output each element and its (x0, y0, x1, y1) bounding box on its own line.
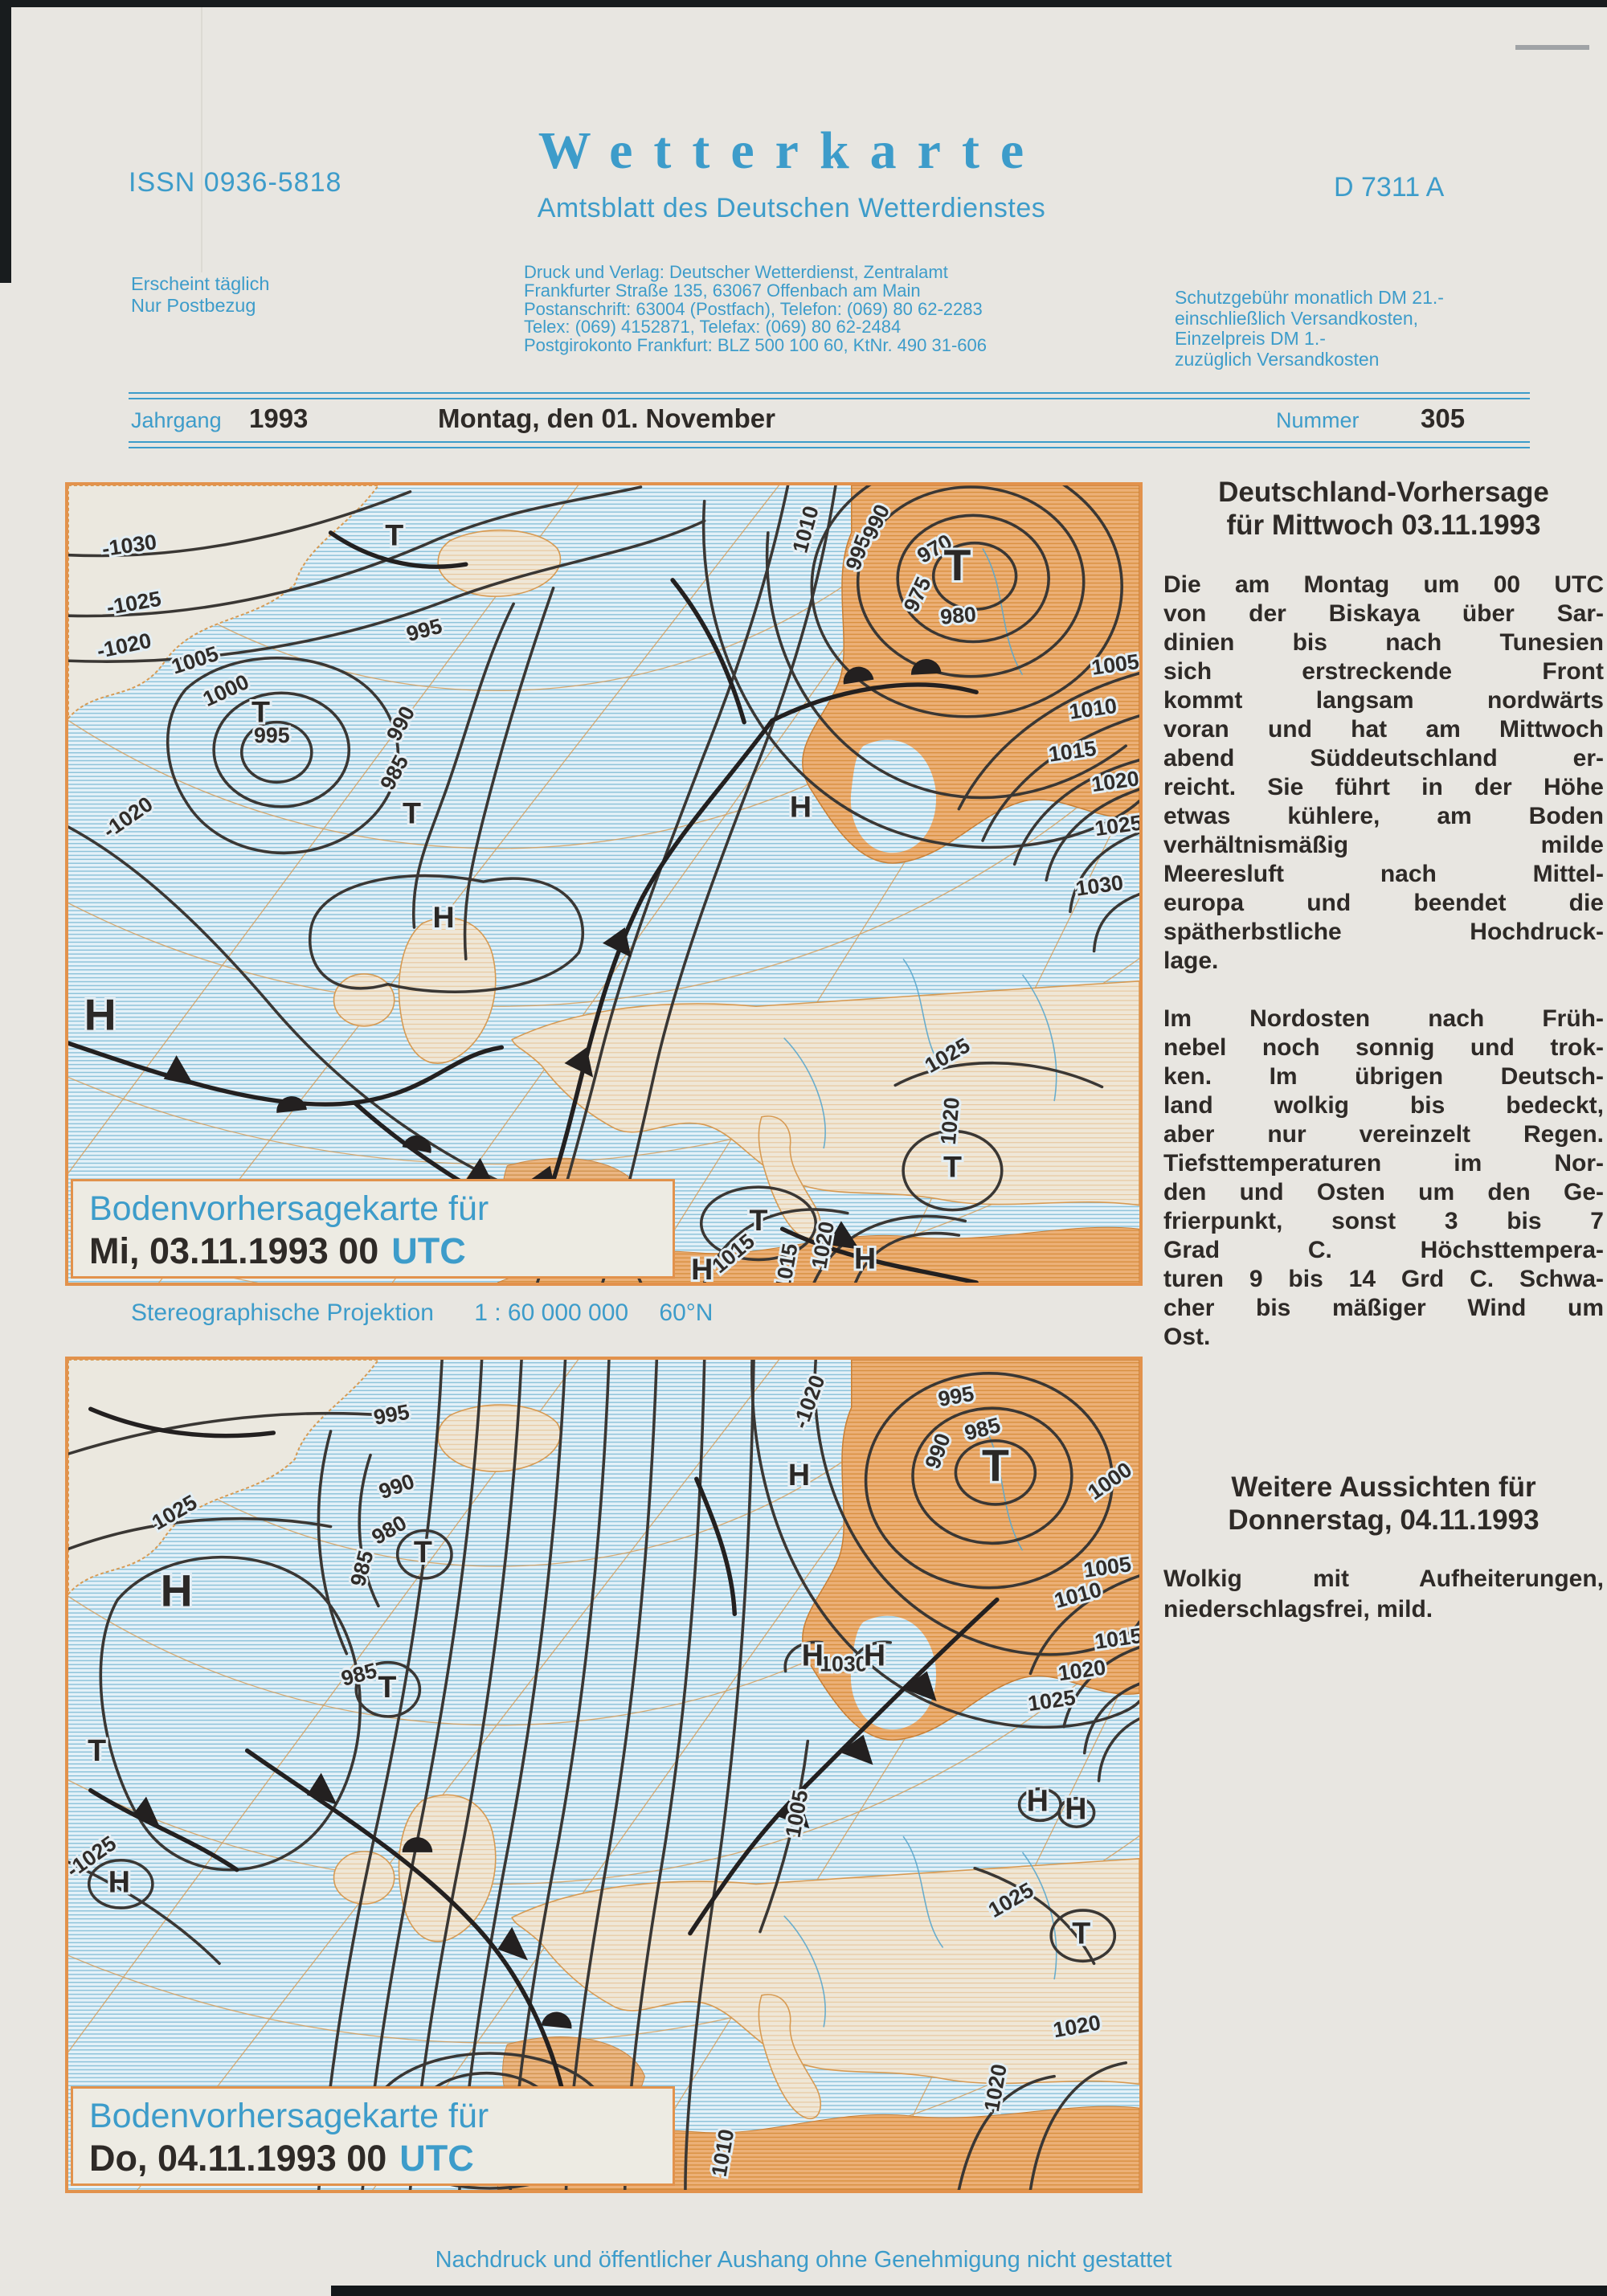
svg-text:T: T (385, 518, 403, 552)
forecast-heading: Deutschland-Vorhersage für Mittwoch 03.11… (1218, 477, 1549, 541)
svg-text:H: H (1027, 1783, 1049, 1817)
postal-code-d7311a: D 7311 A (1334, 172, 1445, 203)
masthead: Wetterkarte Amtsblatt des Deutschen Wett… (386, 121, 1197, 224)
svg-text:995: 995 (254, 723, 290, 747)
svg-text:H: H (108, 1864, 130, 1898)
publication-title: Wetterkarte (538, 121, 1045, 180)
projection-note: Stereographische Projektion 1 : 60 000 0… (131, 1299, 714, 1326)
copyright-notice: Nachdruck und öffentlicher Aushang ohne … (435, 2247, 1172, 2273)
divider-rule-top (129, 392, 1530, 399)
scan-edge-bottom (331, 2286, 1607, 2296)
map-caption-date: Mi, 03.11.1993 00 UTC (89, 1230, 466, 1271)
distribution-info: Erscheint täglich Nur Postbezug (131, 273, 270, 316)
utc-label: UTC (399, 2138, 474, 2179)
svg-text:H: H (1065, 1791, 1086, 1825)
svg-text:T: T (982, 1440, 1009, 1490)
jahrgang-value: 1993 (249, 403, 309, 433)
scan-edge-left (0, 0, 11, 283)
map-caption-date: Do, 04.11.1993 00 UTC (89, 2138, 474, 2179)
svg-text:T: T (378, 1670, 396, 1704)
svg-text:980: 980 (939, 602, 977, 629)
divider-rule-bottom (129, 441, 1530, 448)
utc-label: UTC (391, 1230, 466, 1271)
svg-text:T: T (403, 796, 421, 830)
nummer-value: 305 (1421, 403, 1466, 433)
svg-text:H: H (802, 1639, 824, 1672)
nummer-label: Nummer (1276, 408, 1360, 432)
price-info: Schutzgebühr monatlich DM 21.- einschließ… (1175, 287, 1444, 370)
svg-text:T: T (943, 540, 971, 590)
map-caption-title: Bodenvorhersagekarte für (89, 2097, 489, 2135)
svg-text:H: H (433, 900, 455, 934)
map1-caption-box: Bodenvorhersagekarte für Mi, 03.11.1993 … (71, 1179, 675, 1279)
outlook-heading: Weitere Aussichten für Donnerstag, 04.11.… (1228, 1471, 1540, 1536)
svg-text:H: H (854, 1241, 876, 1275)
map-caption-title: Bodenvorhersagekarte für (89, 1189, 489, 1228)
issue-row: Jahrgang 1993 Montag, den 01. November N… (0, 403, 1607, 437)
scan-mark (1515, 45, 1589, 50)
svg-text:T: T (251, 695, 270, 729)
svg-text:1020: 1020 (936, 1096, 964, 1145)
issn-number: ISSN 0936-5818 (129, 167, 342, 198)
svg-text:995: 995 (404, 614, 445, 646)
map2-caption-box: Bodenvorhersagekarte für Do, 04.11.1993 … (71, 2086, 675, 2186)
forecast-paragraph-2: Im Nordosten nach Früh-nebel noch sonnig… (1163, 1005, 1604, 1350)
svg-text:H: H (691, 1252, 713, 1283)
scan-edge-top (0, 0, 1607, 7)
svg-text:T: T (414, 1535, 432, 1569)
svg-text:H: H (84, 990, 117, 1040)
surface-forecast-map-wednesday: -1030 -1025 -1020 -1020 1005 1000 995 995 990 985… (65, 482, 1143, 1286)
svg-text:T: T (749, 1203, 767, 1237)
forecast-column: Deutschland-Vorhersage für Mittwoch 03.11… (1163, 476, 1604, 1625)
outlook-paragraph: Wolkig mit Aufheiterungen, niederschlagsf… (1163, 1565, 1604, 1623)
svg-text:H: H (790, 790, 812, 824)
svg-text:H: H (788, 1458, 810, 1492)
paper-crease (201, 7, 202, 272)
svg-text:H: H (864, 1639, 885, 1672)
svg-text:1030: 1030 (820, 1652, 867, 1676)
svg-text:T: T (943, 1150, 962, 1184)
publication-subtitle: Amtsblatt des Deutschen Wetterdienstes (537, 193, 1046, 223)
svg-text:H: H (161, 1565, 193, 1615)
forecast-paragraph-1: Die am Montag um 00 UTC von der Biskaya ü… (1163, 571, 1604, 974)
surface-forecast-map-thursday: 1025 995 990 980 985 985 -1020 995 985 990 1000 100… (65, 1357, 1143, 2193)
isobars (68, 485, 1139, 1283)
jahrgang-label: Jahrgang (131, 408, 222, 432)
publisher-address: Druck und Verlag: Deutscher Wetterdienst… (524, 262, 988, 356)
svg-text:T: T (88, 1733, 106, 1767)
svg-text:T: T (1072, 1917, 1090, 1950)
issue-date: Montag, den 01. November (438, 403, 775, 433)
